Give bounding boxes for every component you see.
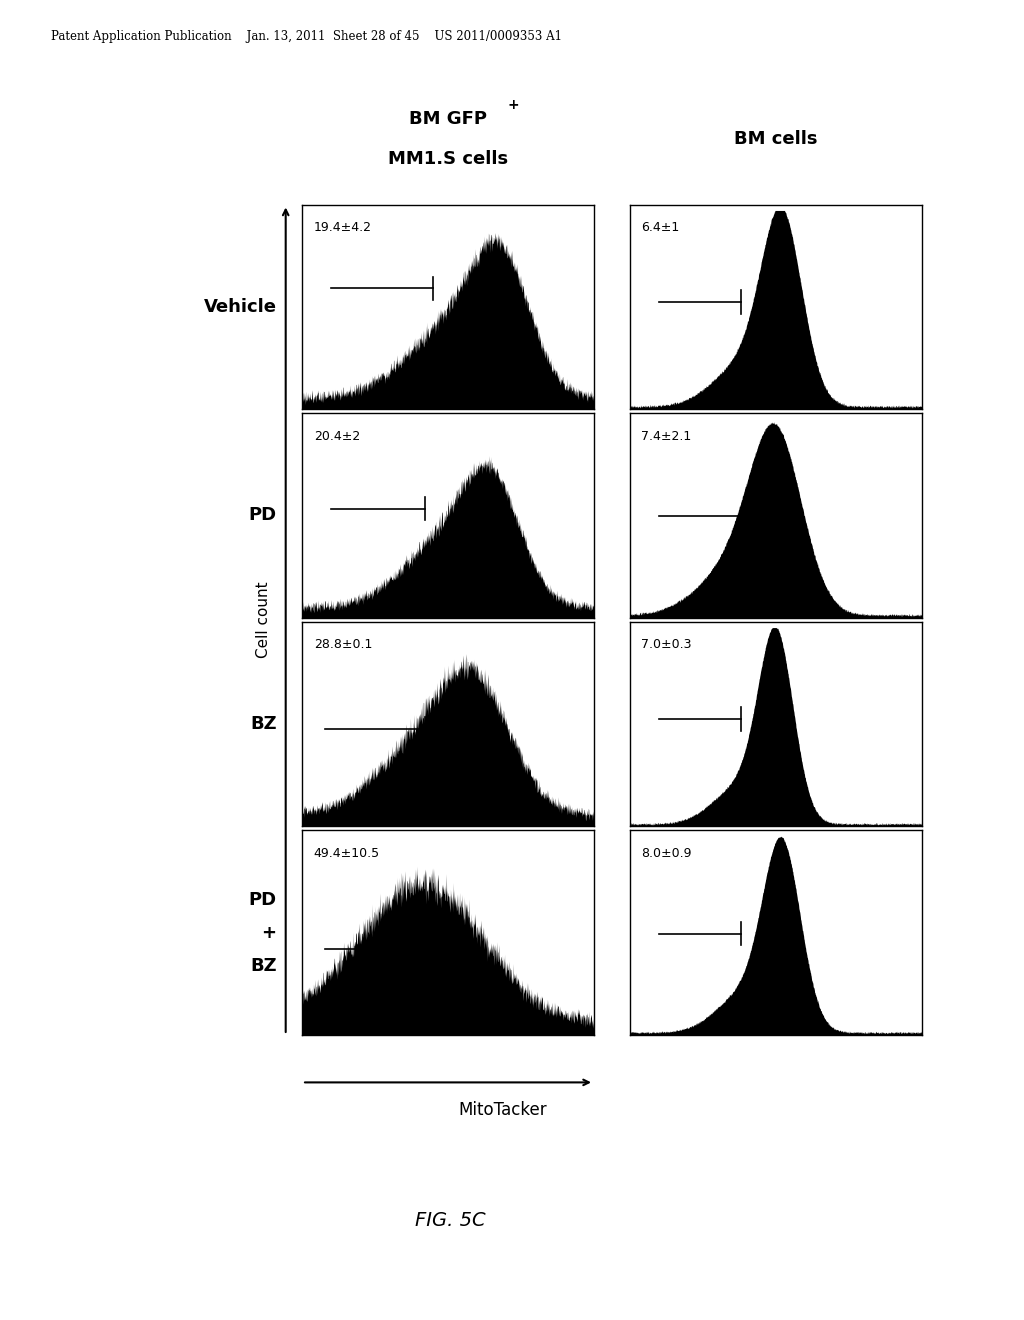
Text: BM GFP: BM GFP — [409, 110, 487, 128]
Text: +: + — [261, 924, 276, 941]
Text: BZ: BZ — [250, 715, 276, 733]
Text: 7.4±2.1: 7.4±2.1 — [641, 429, 691, 442]
Text: MM1.S cells: MM1.S cells — [388, 149, 508, 168]
Text: Cell count: Cell count — [256, 581, 271, 659]
Text: 7.0±0.3: 7.0±0.3 — [641, 638, 692, 651]
Text: MitoTacker: MitoTacker — [459, 1101, 547, 1119]
Text: 6.4±1: 6.4±1 — [641, 220, 680, 234]
Text: PD: PD — [249, 507, 276, 524]
Text: PD: PD — [249, 891, 276, 908]
Text: FIG. 5C: FIG. 5C — [416, 1212, 485, 1230]
Text: 20.4±2: 20.4±2 — [313, 429, 360, 442]
Text: 19.4±4.2: 19.4±4.2 — [313, 220, 372, 234]
Text: +: + — [508, 98, 519, 112]
Text: 49.4±10.5: 49.4±10.5 — [313, 846, 380, 859]
Text: Patent Application Publication    Jan. 13, 2011  Sheet 28 of 45    US 2011/00093: Patent Application Publication Jan. 13, … — [51, 30, 562, 44]
Text: BZ: BZ — [250, 957, 276, 974]
Text: Vehicle: Vehicle — [204, 298, 276, 315]
Text: BM cells: BM cells — [734, 129, 817, 148]
Text: 8.0±0.9: 8.0±0.9 — [641, 846, 692, 859]
Text: 28.8±0.1: 28.8±0.1 — [313, 638, 372, 651]
